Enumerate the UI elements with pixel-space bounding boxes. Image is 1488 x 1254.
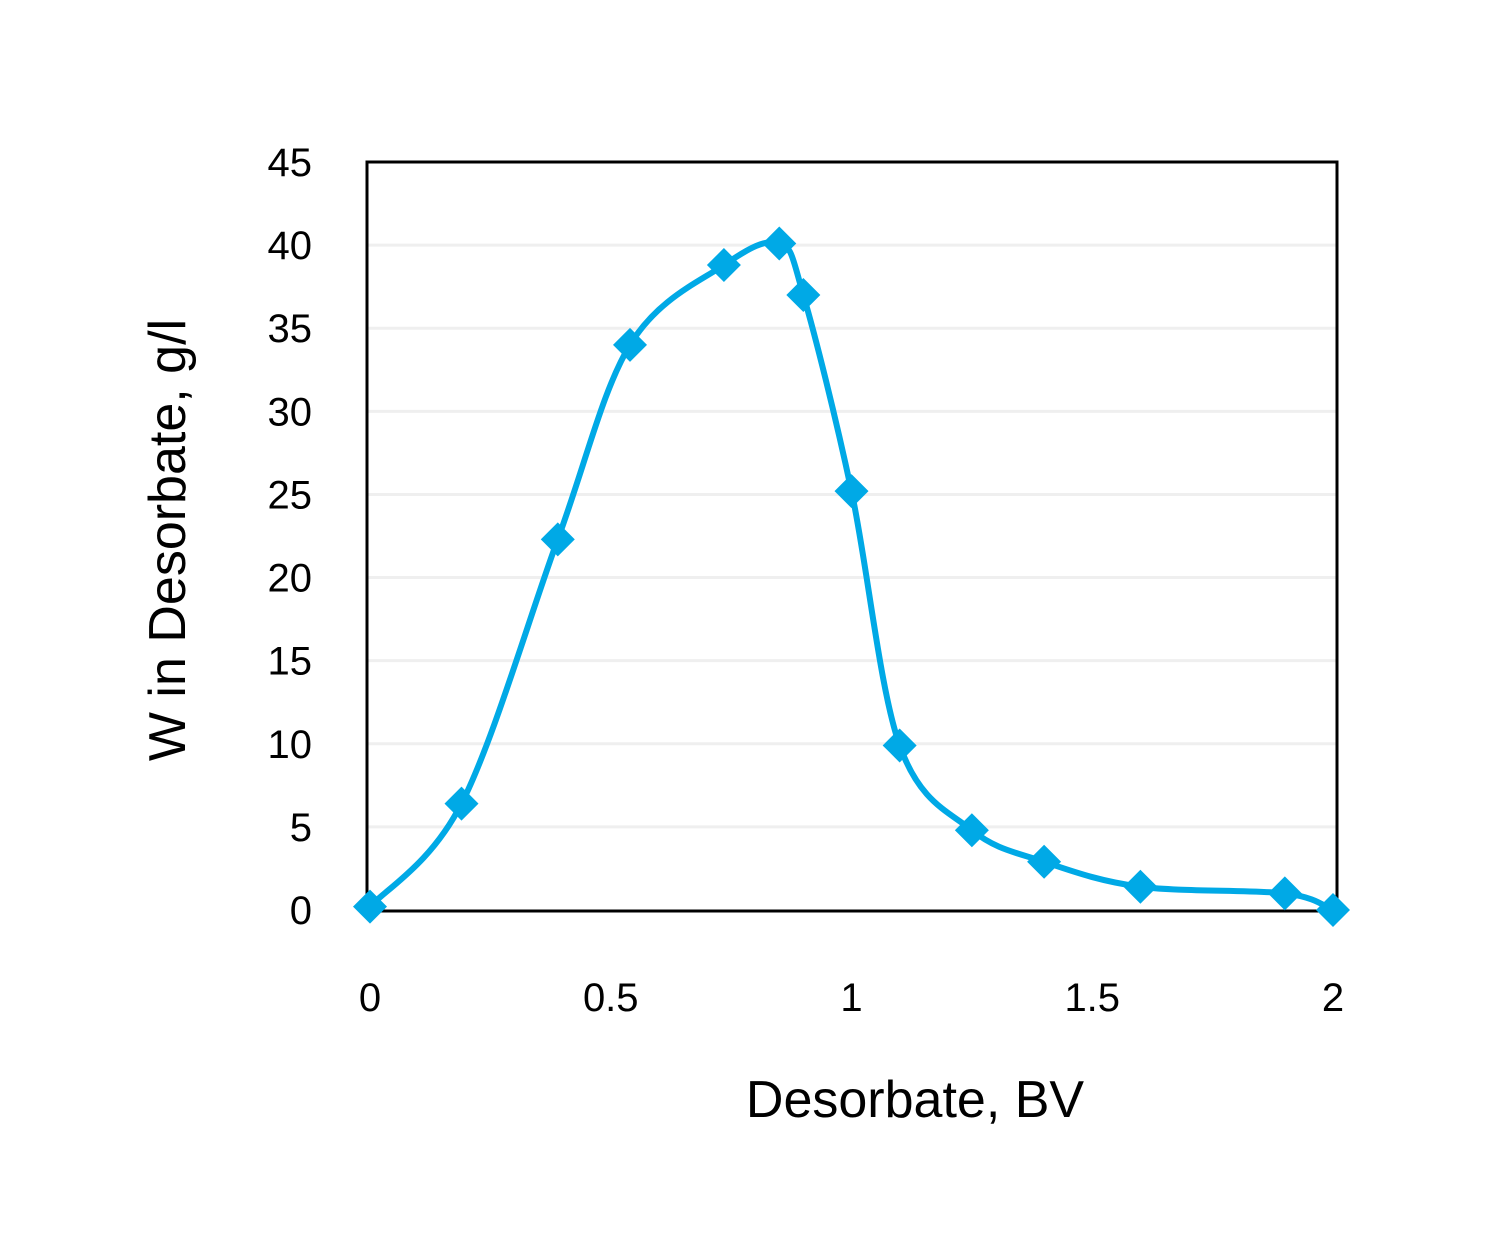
data-point-marker xyxy=(882,728,917,763)
y-tick-label: 40 xyxy=(268,224,313,268)
y-tick-label: 0 xyxy=(290,889,312,933)
gridlines xyxy=(367,243,1337,829)
data-point-marker xyxy=(540,522,575,557)
y-tick-label: 10 xyxy=(268,723,313,767)
y-tick-label: 5 xyxy=(290,806,312,850)
x-tick-label: 1.5 xyxy=(1064,976,1120,1020)
data-point-marker xyxy=(954,813,989,848)
data-point-marker xyxy=(834,474,869,509)
y-tick-label: 20 xyxy=(268,557,313,601)
y-tick-label: 30 xyxy=(268,390,313,434)
x-tick-label: 0 xyxy=(359,976,381,1020)
y-axis-title: W in Desorbate, g/l xyxy=(139,319,197,761)
data-point-marker xyxy=(444,786,479,821)
x-tick-label: 1 xyxy=(840,976,862,1020)
x-axis-title: Desorbate, BV xyxy=(746,1071,1084,1129)
x-tick-label: 0.5 xyxy=(583,976,639,1020)
data-point-marker xyxy=(353,889,387,924)
y-tick-label: 25 xyxy=(268,473,313,517)
series-markers xyxy=(353,226,1350,927)
data-point-marker xyxy=(1027,844,1062,879)
x-tick-label: 2 xyxy=(1322,976,1344,1020)
y-tick-label: 15 xyxy=(268,640,313,684)
series-line xyxy=(367,239,1335,913)
data-point-marker xyxy=(613,327,648,362)
y-tick-label: 35 xyxy=(268,307,313,351)
data-point-marker xyxy=(786,277,821,312)
data-point-marker xyxy=(1316,893,1350,927)
x-tick-labels: 0 0.5 1 1.5 2 xyxy=(359,976,1344,1020)
y-tick-labels: 0 5 10 15 20 25 30 35 40 45 xyxy=(268,141,313,933)
data-point-marker xyxy=(1123,869,1158,904)
data-point-marker xyxy=(706,248,741,283)
data-point-marker xyxy=(762,226,797,261)
data-point-marker xyxy=(1267,876,1302,911)
plot-area-border xyxy=(365,160,1339,913)
y-tick-label: 45 xyxy=(268,141,313,185)
